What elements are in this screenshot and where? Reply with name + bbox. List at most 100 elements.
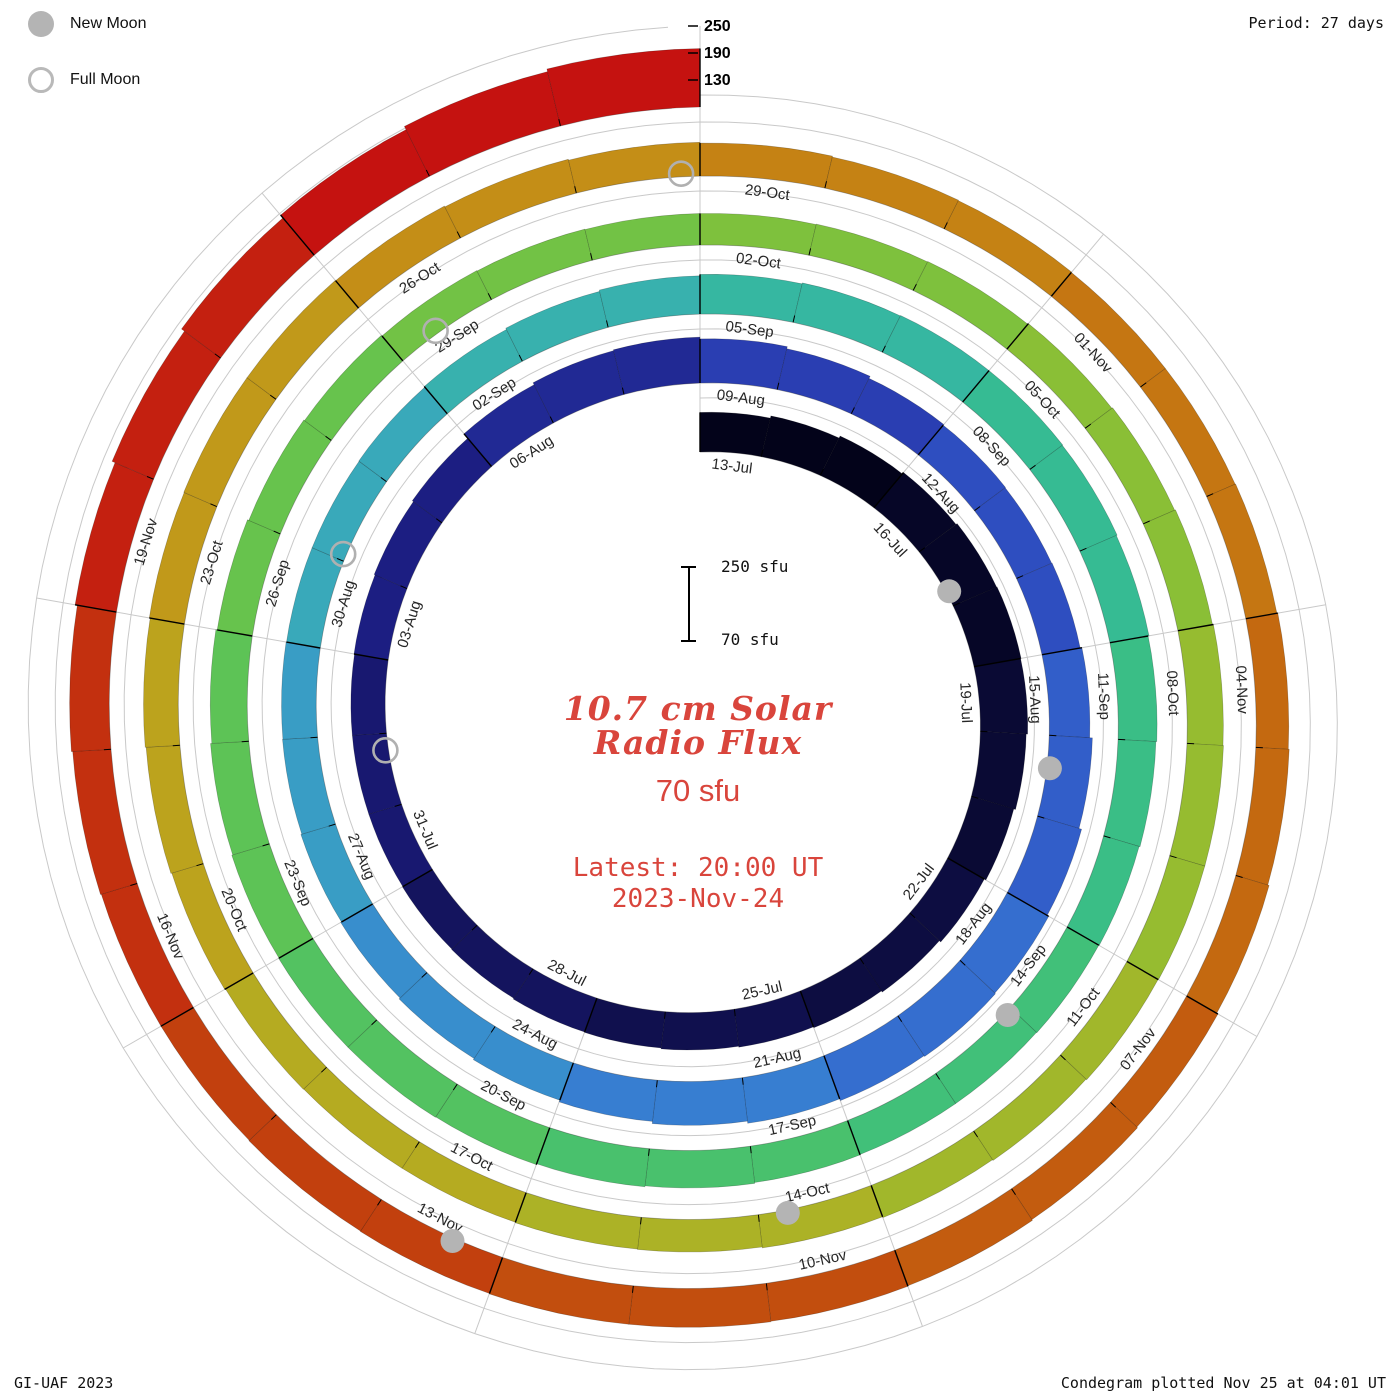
flux-bar-day — [1245, 612, 1290, 750]
date-label: 13-Jul — [711, 455, 754, 477]
date-label: 29-Oct — [744, 181, 792, 204]
legend-row-new-moon: New Moon — [28, 10, 146, 38]
scale-bar-line — [688, 566, 690, 642]
flux-bar-day — [584, 997, 666, 1049]
date-label: 04-Nov — [1232, 665, 1251, 715]
scale-bar-min-label: 70 sfu — [721, 630, 779, 649]
flux-bar-day — [248, 419, 332, 535]
flux-bar-day — [1186, 875, 1270, 1014]
flux-bar-day — [628, 1283, 772, 1328]
flux-bar-day — [660, 1008, 740, 1051]
flux-bar-day — [1103, 739, 1157, 848]
moon-legend: New Moon Full Moon — [28, 10, 146, 122]
flux-bar-day — [584, 213, 701, 261]
date-label: 08-Oct — [1163, 670, 1182, 717]
flux-bar-day — [613, 336, 701, 395]
flux-bar-day — [699, 273, 803, 323]
new-moon-marker — [937, 579, 962, 604]
flux-bar-day — [637, 1214, 763, 1253]
flux-bar-day — [870, 1130, 993, 1218]
flux-bar-day — [1126, 855, 1206, 981]
credit-label: GI-UAF 2023 — [14, 1374, 114, 1392]
flux-bar-day — [1235, 747, 1290, 886]
latest-time: Latest: 20:00 UT — [572, 853, 824, 884]
radial-scale-label: 250 — [704, 18, 731, 35]
flux-bar-day — [808, 223, 929, 291]
chart-title-line2: Radio Flux — [593, 722, 803, 762]
radial-scale: 250 190 130 — [688, 18, 731, 89]
new-moon-label: New Moon — [70, 15, 147, 32]
new-moon-marker — [995, 1003, 1020, 1027]
flux-bar-day — [183, 377, 277, 507]
ticks — [74, 48, 1278, 1294]
latest-reading: Latest: 20:00 UT 2023-Nov-24 — [400, 853, 996, 914]
period-label: Period: 27 days — [1248, 14, 1384, 32]
flux-bar-day — [351, 732, 402, 815]
radial-scale-label: 130 — [704, 72, 731, 89]
flux-bar-day — [598, 275, 701, 328]
flux-bar-day — [644, 1145, 756, 1189]
scale-bar-bottom-cap — [681, 640, 696, 642]
flux-bar-day — [651, 1077, 748, 1126]
new-moon-marker — [775, 1200, 800, 1225]
plotted-timestamp: Condegram plotted Nov 25 at 04:01 UT — [1060, 1374, 1386, 1392]
chart-title: 10.7 cm Solar Radio Flux — [400, 692, 996, 759]
flux-bar-day — [558, 1062, 658, 1122]
flux-bar-day — [1037, 734, 1093, 829]
center-annotation: 10.7 cm Solar Radio Flux 70 sfu Latest: … — [400, 692, 996, 915]
latest-date: 2023-Nov-24 — [611, 883, 785, 914]
flux-bar-day — [1109, 635, 1158, 742]
flux-bar-day — [358, 386, 448, 483]
legend-row-full-moon: Full Moon — [28, 66, 146, 94]
new-moon-marker — [1037, 756, 1062, 781]
flux-bar-day — [699, 213, 817, 256]
flux-bar-day — [1041, 647, 1091, 739]
full-moon-marker — [667, 160, 695, 187]
flux-bars — [69, 48, 1290, 1328]
full-moon-marker — [329, 540, 357, 568]
date-label: 05-Sep — [725, 318, 775, 341]
flux-bar-day — [340, 903, 428, 999]
date-label: 11-Sep — [1094, 672, 1113, 720]
flux-bar-day — [145, 744, 204, 874]
flux-bar-day — [210, 740, 270, 856]
flux-bar-day — [350, 653, 389, 736]
date-label: 02-Oct — [735, 250, 783, 273]
flux-bar-day — [209, 629, 253, 744]
flux-bar-day — [72, 748, 138, 895]
flux-bar-day — [488, 1257, 634, 1325]
flux-bar-day — [311, 460, 387, 562]
flux-bar-day — [476, 228, 593, 301]
flux-bar-day — [143, 617, 185, 748]
flux-bar-day — [699, 411, 771, 457]
full-moon-marker — [372, 736, 399, 764]
radial-scale-label: 190 — [704, 45, 731, 62]
flux-bar-day — [699, 142, 833, 189]
date-label: 15-Aug — [1025, 675, 1044, 724]
full-moon-icon — [28, 67, 54, 93]
flux-bar-day — [1066, 835, 1140, 946]
full-moon-label: Full Moon — [70, 71, 141, 88]
flux-bar-day — [1029, 444, 1118, 552]
flux-bar-day — [281, 641, 321, 740]
date-label: 09-Aug — [716, 386, 766, 409]
flux-bar-day — [1169, 743, 1224, 867]
flux-bar-day — [536, 1127, 650, 1188]
flux-bar-day — [699, 338, 788, 390]
date-label: 19-Jul — [956, 682, 975, 724]
flux-bar-day — [514, 1192, 642, 1250]
chart-title-line1: 10.7 cm Solar — [563, 689, 833, 728]
flux-bar-day — [1206, 483, 1278, 620]
flux-bar-day — [1016, 562, 1081, 656]
new-moon-marker — [440, 1229, 465, 1253]
flux-bar-day — [546, 48, 701, 127]
flux-bar-day — [69, 604, 117, 752]
flux-scale-bar: 250 sfu 70 sfu — [681, 557, 801, 650]
flux-bar-day — [1177, 624, 1224, 746]
scale-bar-max-label: 250 sfu — [721, 557, 789, 576]
flux-bar-day — [444, 158, 577, 239]
new-moon-icon — [28, 11, 54, 37]
baseline-flux-label: 70 sfu — [655, 773, 741, 809]
